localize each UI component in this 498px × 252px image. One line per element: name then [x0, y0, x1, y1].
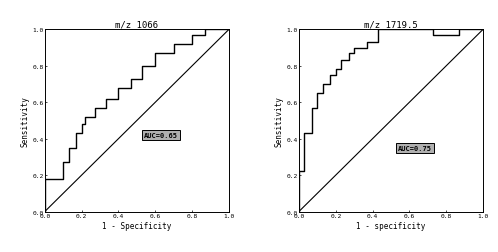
Text: AUC=0.75: AUC=0.75 [398, 145, 432, 151]
Text: AUC=0.65: AUC=0.65 [144, 133, 178, 138]
Title: m/z 1066: m/z 1066 [116, 20, 158, 29]
X-axis label: 1 - specificity: 1 - specificity [356, 221, 426, 230]
Y-axis label: Sensitivity: Sensitivity [20, 96, 29, 146]
Title: m/z 1719.5: m/z 1719.5 [364, 20, 418, 29]
Y-axis label: Sensitivity: Sensitivity [274, 96, 283, 146]
X-axis label: 1 - Specificity: 1 - Specificity [102, 221, 172, 230]
